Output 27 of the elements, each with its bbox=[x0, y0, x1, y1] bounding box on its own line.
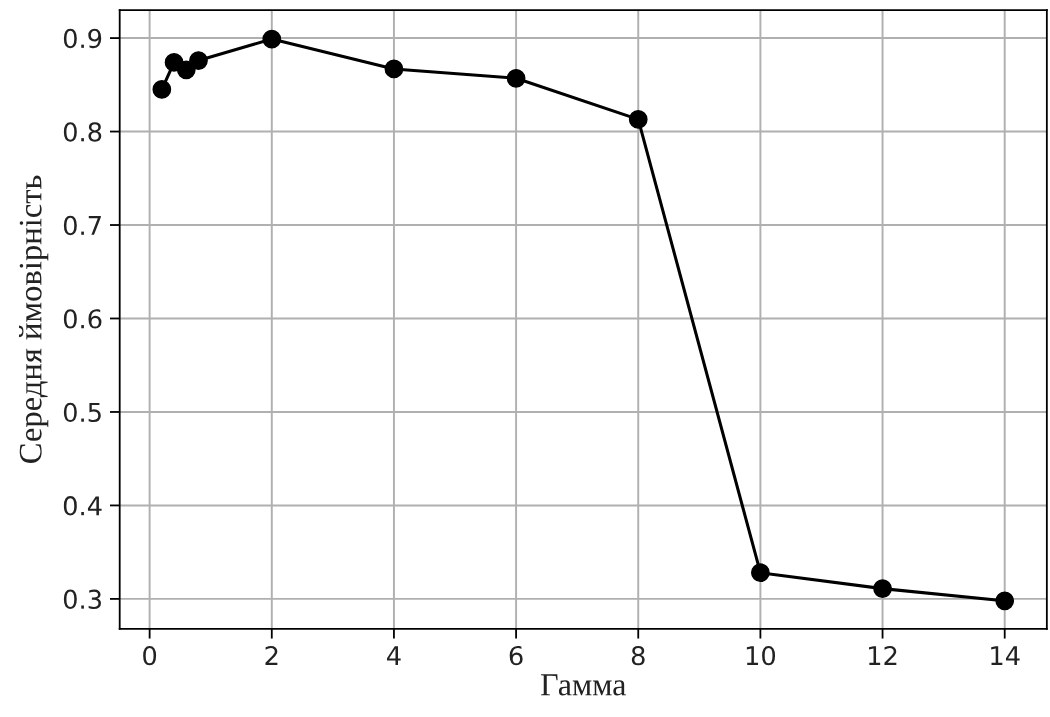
point bbox=[628, 110, 648, 129]
x-tick-label: 8 bbox=[631, 645, 645, 666]
y-axis-title: Середня ймовірність bbox=[18, 175, 49, 463]
x-tick-label: 2 bbox=[265, 645, 278, 665]
point bbox=[262, 29, 282, 49]
x-tick-label: 12 bbox=[869, 645, 897, 665]
x-tick-label: 4 bbox=[387, 646, 401, 665]
y-tick-label: 0.5 bbox=[63, 402, 101, 423]
y-tick-label: 0.3 bbox=[63, 589, 101, 610]
x-tick-label: 14 bbox=[991, 646, 1020, 665]
point bbox=[995, 591, 1015, 611]
y-tick-label: 0.9 bbox=[63, 28, 102, 49]
y-tick-label: 0.6 bbox=[63, 309, 102, 329]
point bbox=[873, 579, 892, 598]
point bbox=[751, 563, 770, 583]
point bbox=[506, 68, 526, 88]
y-tick-label: 0.4 bbox=[63, 496, 102, 516]
x-tick-label: 10 bbox=[746, 645, 776, 666]
point bbox=[176, 60, 196, 80]
point bbox=[152, 80, 172, 99]
point bbox=[384, 59, 404, 79]
x-tick-label: 6 bbox=[509, 645, 523, 666]
x-axis-title: Гамма bbox=[541, 674, 626, 696]
point bbox=[189, 51, 208, 70]
y-tick-label: 0.7 bbox=[63, 215, 101, 236]
y-tick-label: 0.8 bbox=[63, 122, 102, 142]
x-tick-label: 0 bbox=[143, 645, 157, 666]
